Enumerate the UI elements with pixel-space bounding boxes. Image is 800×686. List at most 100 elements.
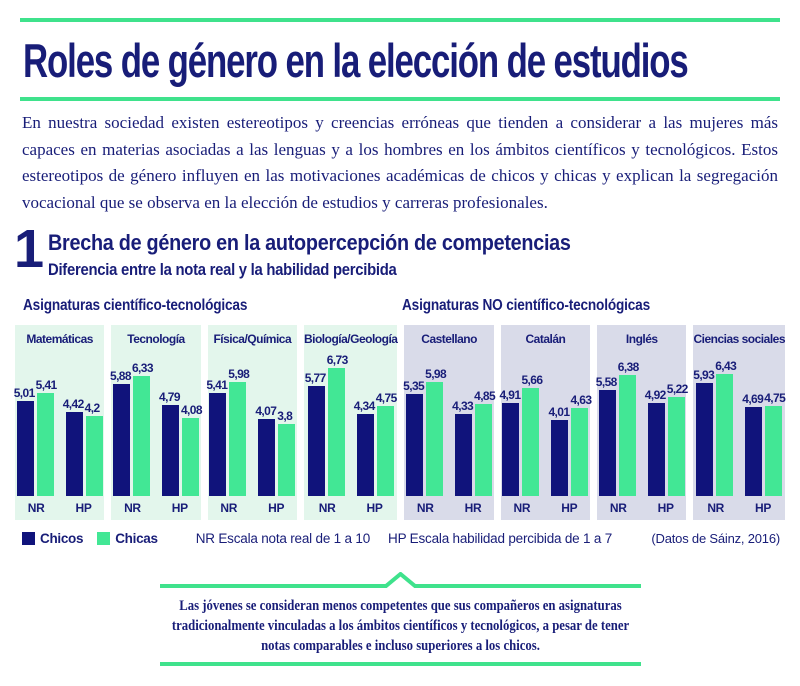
section-text: Brecha de género en la autopercepción de… [48, 226, 629, 280]
bar-pair-nr: 5,41 5,98 [206, 367, 250, 496]
axis-label-hp: HP [561, 501, 578, 515]
bar-value-label: 4,33 [452, 399, 474, 413]
bar-chicos-nr: 5,93 [693, 368, 715, 496]
bar-value-label: 5,66 [521, 373, 543, 387]
bar-value-label: 5,41 [35, 378, 58, 392]
panel-bars: 4,91 5,66 4,01 4,63 [499, 348, 592, 496]
bar-value-label: 5,77 [304, 371, 327, 385]
panel-axis-labels: NR HR [404, 501, 493, 515]
bar-chicas-hp: 4,75 [376, 391, 397, 496]
data-source-note: (Datos de Sáinz, 2016) [651, 531, 780, 546]
bar-chicas-hp: 4,2 [85, 401, 103, 496]
bar-value-label: 5,98 [228, 367, 250, 381]
legend-chicos-label: Chicos [40, 531, 84, 546]
bar-chicas-nr: 6,73 [327, 353, 348, 496]
axis-label-nr: NR [27, 501, 45, 515]
subject-panel-title: Inglés [625, 332, 658, 346]
panel-axis-labels: NR HP [693, 501, 785, 515]
section-header: 1 Brecha de género en la autopercepción … [14, 222, 800, 284]
subject-panel: Catalán 4,91 5,66 4,01 4,63 NR HP [499, 325, 592, 520]
bar-chicos-hp: 4,79 [159, 390, 181, 496]
axis-label-nr: NR [513, 501, 531, 515]
bar-chicas-nr: 5,98 [228, 367, 250, 496]
subject-panel: Inglés 5,58 6,38 4,92 5,22 NR HP [596, 325, 688, 520]
bar-value-label: 4,42 [62, 397, 85, 411]
bar-chicas-nr: 5,98 [425, 367, 447, 496]
subject-panel: Castellano 5,35 5,98 4,33 4,85 NR HR [403, 325, 496, 520]
bar-pair-hp: 4,42 4,2 [63, 397, 103, 496]
bar-pair-nr: 5,93 6,43 [693, 359, 737, 496]
bar-chicas-nr: 5,41 [36, 378, 57, 496]
bar-chicos-nr: 5,01 [14, 386, 35, 496]
bar-pair-hp: 4,07 3,8 [255, 404, 296, 496]
group-label-cientifico: Asignaturas científico-tecnológicas [23, 297, 248, 314]
bar-value-label: 4,91 [499, 388, 521, 402]
panel-bars: 5,77 6,73 4,34 4,75 [304, 348, 398, 496]
bar-chicas-nr: 6,38 [618, 360, 639, 496]
bar-chicas-nr: 6,43 [715, 359, 737, 496]
nr-scale-note: NR Escala nota real de 1 a 10 [195, 531, 371, 546]
bar-chicos-nr: 5,58 [596, 375, 617, 496]
bar-chicos-nr: 5,41 [206, 378, 228, 496]
subject-panel: Física/Química 5,41 5,98 4,07 3,8 NR HP [206, 325, 297, 520]
callout-text: Las jóvenes se consideran menos competen… [171, 598, 630, 654]
bar-chart-panels: Matemáticas 5,01 5,41 4,42 4,2 NR HP Tecnología… [14, 325, 786, 520]
subject-panel: Tecnología 5,88 6,33 4,79 4,08 NR HP [110, 325, 203, 520]
bar-value-label: 6,43 [715, 359, 737, 373]
panel-axis-labels: NR HP [501, 501, 590, 515]
panel-axis-labels: NR HP [111, 501, 200, 515]
axis-label-hp: HP [657, 501, 674, 515]
bar-chicas-hp: 4,63 [570, 393, 592, 496]
bar-chicos-nr: 5,77 [305, 371, 326, 496]
bar-chicos-hp: 4,34 [354, 399, 375, 496]
panel-axis-labels: NR HP [597, 501, 686, 515]
bar-pair-nr: 5,58 6,38 [596, 360, 639, 496]
bar-value-label: 6,33 [131, 361, 154, 375]
bar-chicas-nr: 6,33 [132, 361, 154, 496]
subject-panel-title: Ciencias sociales [693, 332, 785, 346]
bar-pair-hp: 4,92 5,22 [645, 382, 688, 496]
top-rule [20, 18, 780, 22]
bar-value-label: 5,58 [595, 375, 618, 389]
chicos-swatch-icon [22, 532, 35, 545]
subject-panel-title: Tecnología [127, 332, 185, 346]
subject-panel: Ciencias sociales 5,93 6,43 4,69 4,75 NR HP [693, 325, 786, 520]
bar-value-label: 5,98 [425, 367, 447, 381]
axis-label-nr: NR [707, 501, 725, 515]
bar-pair-hp: 4,69 4,75 [742, 391, 786, 496]
group-label-no-cientifico: Asignaturas NO científico-tecnológicas [402, 297, 650, 314]
panel-bars: 5,01 5,41 4,42 4,2 [14, 348, 104, 496]
subject-panel: Matemáticas 5,01 5,41 4,42 4,2 NR HP [14, 325, 105, 520]
bar-value-label: 5,93 [693, 368, 715, 382]
bar-value-label: 5,35 [403, 379, 425, 393]
subject-panel-title: Castellano [421, 332, 477, 346]
bar-pair-hr: 4,33 4,85 [452, 389, 496, 496]
bar-value-label: 4,75 [764, 391, 786, 405]
bar-chicos-hp: 4,07 [255, 404, 277, 496]
bar-value-label: 4,2 [84, 401, 100, 415]
bar-chicos-nr: 4,91 [499, 388, 521, 496]
panel-bars: 5,41 5,98 4,07 3,8 [206, 348, 297, 496]
bar-chicas-hr: 4,85 [474, 389, 496, 496]
chicas-swatch-icon [97, 532, 111, 545]
subject-panel: Biología/Geología 5,77 6,73 4,34 4,75 NR HP [303, 325, 398, 520]
bar-value-label: 4,08 [180, 403, 203, 417]
bar-value-label: 4,07 [255, 404, 277, 418]
bar-value-label: 4,85 [474, 389, 496, 403]
axis-label-nr: NR [416, 501, 434, 515]
title-block: Roles de género en la elección de estudi… [23, 29, 800, 91]
bar-chicos-nr: 5,88 [110, 369, 132, 496]
axis-label-hp: HP [171, 501, 188, 515]
subject-panel-title: Biología/Geología [303, 332, 398, 346]
panel-axis-labels: NR HP [15, 501, 104, 515]
panel-axis-labels: NR HP [208, 501, 297, 515]
bar-value-label: 5,88 [110, 369, 132, 383]
bar-value-label: 3,8 [277, 409, 293, 423]
axis-label-nr: NR [318, 501, 336, 515]
bar-value-label: 5,41 [206, 378, 228, 392]
bar-chicos-nr: 5,35 [403, 379, 425, 496]
bottom-rule [160, 662, 641, 666]
bar-pair-nr: 5,77 6,73 [305, 353, 348, 496]
bar-pair-hp: 4,01 4,63 [548, 393, 592, 496]
